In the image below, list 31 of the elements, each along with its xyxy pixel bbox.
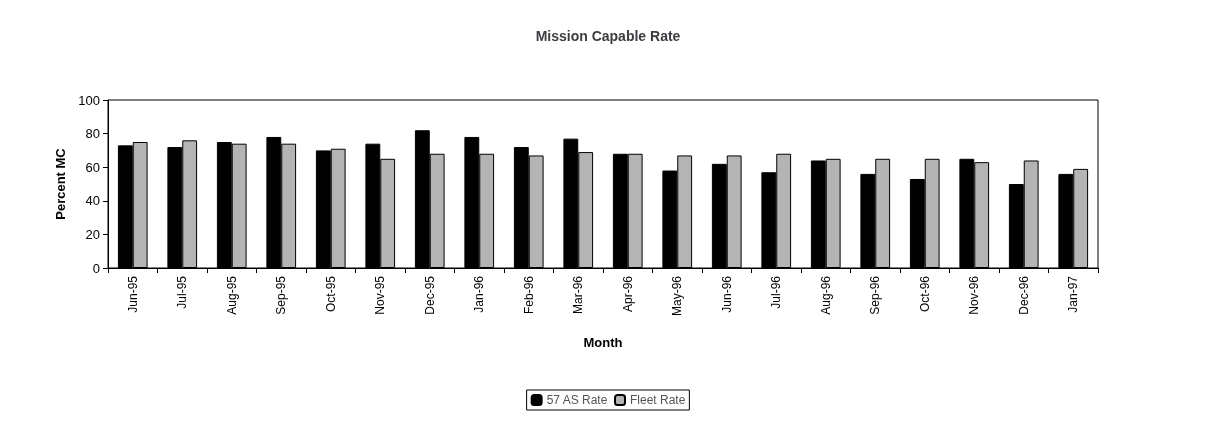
y-tick-label: 40 xyxy=(85,193,100,209)
x-tick-label: Sep-95 xyxy=(274,275,289,315)
chart-title: Mission Capable Rate xyxy=(535,28,681,44)
x-tick-label: Nov-95 xyxy=(373,275,388,315)
x-tick-label: Mar-96 xyxy=(571,275,586,315)
x-tick-label: Feb-96 xyxy=(521,275,536,315)
x-tick-label: Sep-96 xyxy=(868,275,883,315)
x-axis-title: Month xyxy=(583,335,623,350)
x-tick-label: Oct-96 xyxy=(917,275,932,313)
x-tick-label: Oct-95 xyxy=(323,275,338,313)
x-tick-label: Apr-96 xyxy=(620,275,635,313)
x-tick-label: May-96 xyxy=(670,275,685,317)
y-tick-label: 0 xyxy=(92,260,100,276)
x-tick-label: Jan-97 xyxy=(1066,275,1081,313)
legend-label: 57 AS Rate xyxy=(546,393,608,407)
x-tick-label: Jul-95 xyxy=(175,275,190,309)
y-tick-label: 80 xyxy=(85,126,100,142)
y-tick-label: 60 xyxy=(85,159,100,175)
x-tick-label: Jan-96 xyxy=(472,275,487,313)
legend-label: Fleet Rate xyxy=(630,393,686,407)
x-tick-label: Jun-96 xyxy=(719,275,734,313)
x-tick-label: Nov-96 xyxy=(967,275,982,315)
x-tick-label: Aug-95 xyxy=(224,275,239,315)
y-tick-label: 100 xyxy=(78,92,100,108)
y-axis-title: Percent MC xyxy=(53,147,69,220)
x-tick-label: Jul-96 xyxy=(769,275,784,309)
x-tick-label: Dec-95 xyxy=(422,275,437,315)
x-tick-label: Jun-95 xyxy=(125,275,140,313)
y-tick-label: 20 xyxy=(85,226,100,242)
x-tick-label: Dec-96 xyxy=(1016,275,1031,315)
x-tick-label: Aug-96 xyxy=(818,275,833,315)
